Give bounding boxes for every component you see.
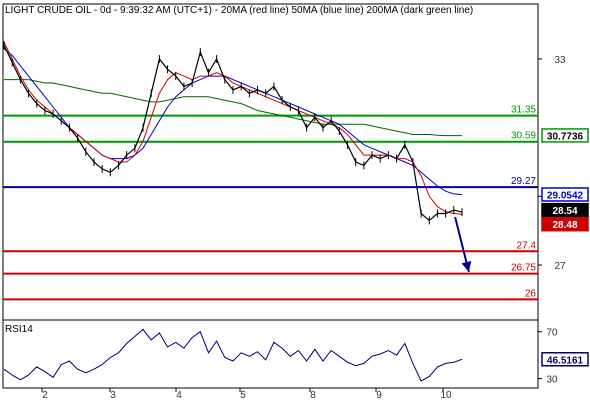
x-axis: 2 3 4 5 8 9 10 <box>41 388 452 400</box>
y-tick-label: 33 <box>554 55 566 66</box>
badge-box-0 <box>541 128 589 143</box>
level-label-4: 26.75 <box>511 263 536 274</box>
price-panel-frame <box>2 3 539 321</box>
rsi-series <box>3 328 463 382</box>
rsi-panel-frame <box>2 319 539 389</box>
rsi-tick-label: 70 <box>546 328 558 339</box>
badge-box-3 <box>541 216 589 232</box>
x-tick-label: 8 <box>310 390 316 400</box>
level-label-1: 30.59 <box>511 131 536 142</box>
x-tick-label: 2 <box>42 390 48 400</box>
ma200-line <box>4 79 462 137</box>
rsi-tick-label: 30 <box>546 375 558 386</box>
support-levels: 31.35 30.59 29.27 27.4 26.75 26 <box>3 105 538 301</box>
ma20-line <box>3 41 463 215</box>
level-label-5: 26 <box>525 288 537 299</box>
badge-box-2 <box>541 202 589 218</box>
x-tick-label: 10 <box>440 390 452 400</box>
badge-label-1: 29.0542 <box>547 190 584 201</box>
moving-averages <box>3 41 463 215</box>
rsi-y-axis: 70 30 <box>538 328 558 386</box>
badge-label-3: 28.48 <box>552 220 577 231</box>
forecast-arrow <box>454 216 472 273</box>
level-label-0: 31.35 <box>511 105 536 116</box>
rsi-badge-label: 46.5161 <box>547 355 584 366</box>
x-tick-label: 4 <box>176 390 182 400</box>
x-tick-label: 9 <box>376 390 382 400</box>
badge-label-0: 30.7736 <box>547 131 584 142</box>
rsi-title: RSI14 <box>5 324 33 335</box>
level-label-2: 29.27 <box>511 176 536 187</box>
y-tick-label: 27 <box>554 261 566 272</box>
badge-label-2: 28.54 <box>552 206 577 217</box>
value-badges: 30.7736 29.0542 28.54 28.48 46.5161 <box>541 128 589 367</box>
price-series <box>3 41 463 225</box>
x-tick-label: 5 <box>240 390 246 400</box>
price-y-axis: 332927 <box>538 55 566 272</box>
level-label-3: 27.4 <box>517 240 537 251</box>
x-tick-label: 3 <box>110 390 116 400</box>
arrow-head <box>461 260 472 272</box>
badge-box-1 <box>541 187 589 202</box>
rsi-badge-box <box>541 352 589 367</box>
chart-title: LIGHT CRUDE OIL - 0d - 9:39:32 AM (UTC+1… <box>5 5 473 16</box>
rsi-line <box>3 328 463 382</box>
